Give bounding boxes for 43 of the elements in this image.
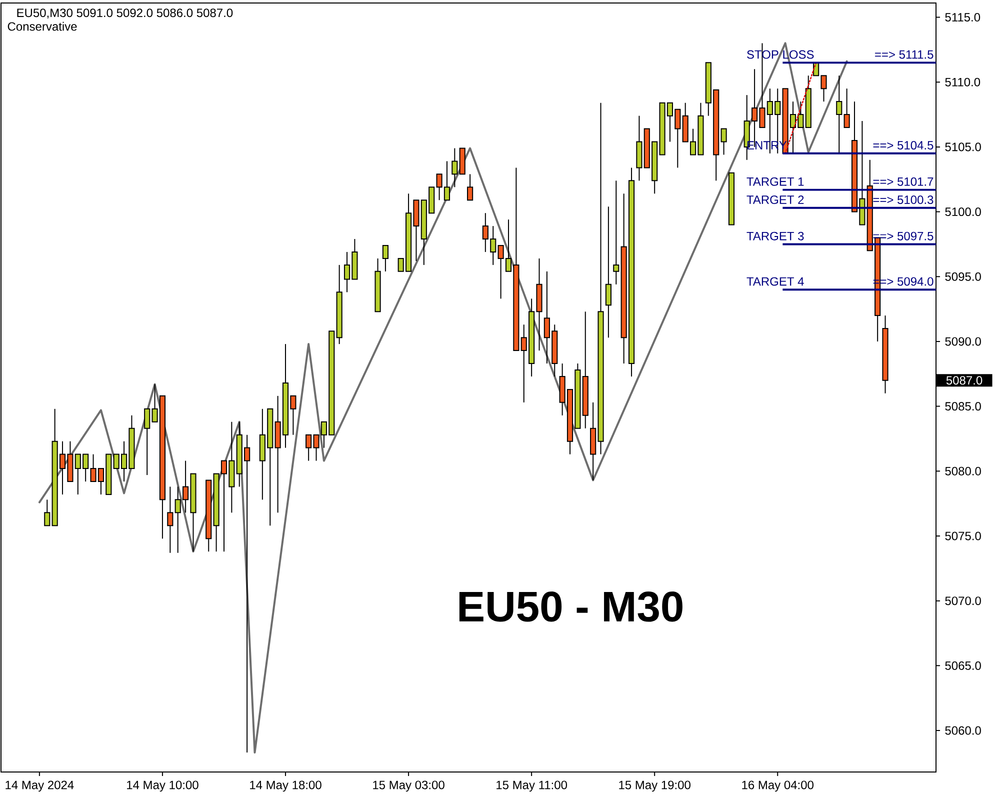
annotation: ==> 5104.5 (873, 141, 934, 150)
text: Conservative (8, 22, 77, 31)
candlestick (605, 206, 612, 338)
chart-title: EU50,M30 5091.0 5092.0 5086.0 5087.0 (17, 8, 233, 18)
candlestick (467, 174, 474, 201)
y-tick-label: 5095.0 (945, 272, 981, 281)
y-tick-label: 5065.0 (945, 661, 981, 670)
candlestick (167, 486, 174, 554)
candlestick (44, 499, 50, 526)
candlestick (613, 180, 620, 285)
candlestick (382, 244, 388, 272)
y-tick-label: 5060.0 (945, 726, 981, 735)
ref-line-label: TARGET 4 (746, 277, 804, 286)
x-tick-label: 14 May 18:00 (250, 780, 322, 792)
annotation: ==> 5111.5 (875, 50, 934, 59)
ref-line-label: TARGET 2 (746, 196, 804, 204)
y-tick-label: 5070.0 (945, 596, 981, 606)
x-tick-label: 15 May 11:00 (496, 780, 567, 792)
annotation: ==> 5097.5 (873, 232, 934, 240)
y-tick-label: 5090.0 (945, 337, 981, 346)
candlestick (452, 148, 458, 188)
candlestick (836, 75, 842, 154)
y-tick-label: 5075.0 (945, 532, 981, 540)
candlestick (720, 128, 727, 156)
x-tick-label: 14 May 2024 (6, 780, 74, 792)
x-tick-label: 16 May 04:00 (742, 780, 814, 792)
y-tick-label: 5080.0 (945, 466, 981, 476)
annotation: ==> 5100.3 (873, 196, 934, 204)
y-tick-label: 5115.0 (945, 13, 980, 22)
line-series (38, 42, 848, 754)
y-tick-label: 5110.0 (945, 78, 980, 86)
x-tick-label: 14 May 10:00 (127, 780, 198, 792)
y-tick-label: 5085.0 (945, 402, 981, 411)
candlestick (844, 88, 850, 128)
annotation: EU50 - M30 (459, 592, 682, 622)
x-tick-label: 15 May 19:00 (619, 780, 690, 792)
text: 5087.0 (946, 376, 982, 385)
ref-line-label: TARGET 1 (746, 177, 804, 186)
y-tick-label: 5105.0 (945, 142, 981, 152)
annotation: ==> 5101.7 (873, 177, 934, 186)
y-tick-label: 5100.0 (945, 208, 981, 216)
ref-line-label: TARGET 3 (746, 232, 804, 240)
x-tick-label: 15 May 03:00 (373, 780, 444, 792)
